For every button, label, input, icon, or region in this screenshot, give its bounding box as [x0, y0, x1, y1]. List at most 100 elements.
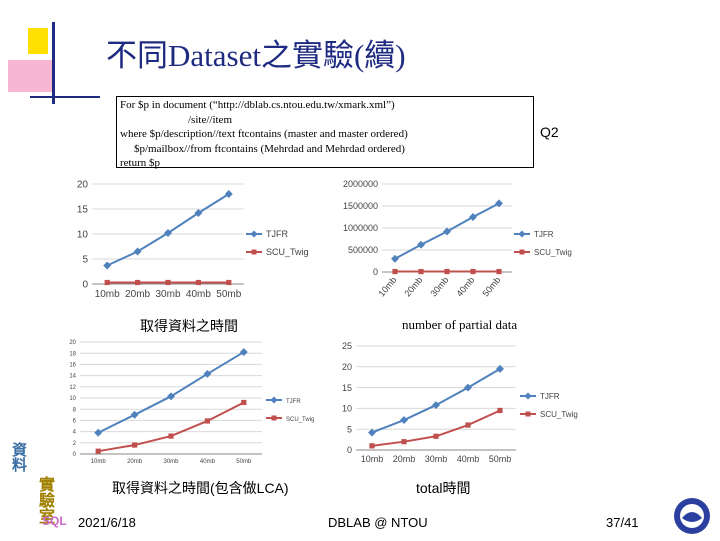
query-line: where $p/description//text ftcontains (m…	[120, 128, 408, 140]
query-line: return $p	[120, 157, 161, 169]
caption-data-time-lca: 取得資料之時間(包含做LCA)	[112, 480, 289, 496]
decor-horizontal-line	[30, 96, 100, 98]
slide-title: 不同Dataset之實驗(續)	[106, 38, 406, 73]
data-point	[443, 227, 451, 236]
legend-label: TJFR	[266, 229, 288, 239]
data-point	[470, 268, 476, 275]
data-point	[469, 213, 477, 221]
y-tick-label: 25	[342, 341, 352, 351]
y-tick-label: 15	[77, 205, 89, 216]
footer-center: DBLAB @ NTOU	[328, 515, 428, 530]
data-point	[165, 279, 171, 286]
data-point	[241, 399, 247, 406]
data-point	[95, 448, 101, 454]
legend-marker	[525, 411, 531, 417]
legend-label: TJFR	[540, 392, 560, 401]
data-point	[103, 261, 112, 270]
caption-total-time: total時間	[416, 480, 471, 496]
y-tick-label: 0	[347, 445, 352, 455]
footer-page-number: 37/41	[606, 515, 639, 530]
data-point	[369, 443, 375, 449]
query-line: $p/mailbox//from ftcontains (Mehrdad and…	[134, 142, 405, 155]
query-box: For $p in document (“http://dblab.cs.nto…	[116, 96, 534, 169]
data-point	[418, 268, 424, 275]
data-point	[401, 439, 407, 445]
data-point	[444, 268, 450, 275]
data-point	[168, 433, 174, 439]
data-point	[130, 410, 139, 419]
x-tick-label: 10mb	[91, 459, 107, 465]
y-tick-label: 500000	[348, 245, 378, 255]
y-tick-label: 0	[82, 280, 88, 291]
caption-data-time: 取得資料之時間	[140, 318, 238, 334]
decor-vertical-line	[52, 22, 55, 104]
x-tick-label: 20mb	[402, 275, 424, 299]
chart-partial-data: 0 500000 1000000 1500000 2000000 10mb 20mb 30mb…	[332, 176, 590, 314]
x-tick-label: 50mb	[489, 454, 512, 464]
chart-data-time-lca-svg: 0 2 4 6 8 10 12 14 16 18 20 10mb 20mb 30mb 40mb 50mb TJF…	[69, 340, 314, 465]
query-line: For $p in document (“http://dblab.cs.nto…	[120, 99, 395, 111]
series-line	[371, 409, 501, 447]
y-tick-label: 10	[69, 396, 76, 402]
y-tick-label: 14	[69, 374, 76, 380]
x-tick-label: 20mb	[127, 459, 143, 465]
data-point	[417, 240, 425, 249]
legend-marker	[251, 249, 257, 255]
data-point	[392, 268, 398, 275]
chart-total-time-svg: 0 5 10 15 20 25 10mb 20mb 30mb 40mb 50mb TJFR SCU_Tw…	[342, 341, 578, 464]
y-tick-label: 10	[342, 404, 352, 414]
data-point	[226, 279, 232, 286]
y-tick-label: 4	[73, 430, 77, 436]
y-tick-label: 2000000	[343, 179, 378, 189]
data-point	[433, 433, 439, 439]
query-line: /site//item	[188, 113, 232, 126]
y-tick-label: 8	[73, 407, 77, 413]
lab-logo-text: 實驗室	[36, 476, 53, 524]
y-tick-label: 16	[69, 363, 76, 369]
y-tick-label: 2	[73, 441, 77, 447]
legend-marker	[270, 396, 278, 404]
x-tick-label: 40mb	[200, 459, 216, 465]
x-tick-label: 40mb	[457, 454, 480, 464]
x-tick-label: 50mb	[480, 275, 502, 299]
x-tick-label: 10mb	[376, 275, 398, 299]
x-tick-label: 30mb	[425, 454, 448, 464]
x-tick-label: 20mb	[125, 289, 150, 300]
data-point	[104, 279, 110, 286]
series-line	[371, 368, 501, 434]
y-tick-label: 20	[342, 362, 352, 372]
data-point	[400, 416, 408, 425]
data-point	[195, 279, 201, 286]
legend-label: SCU_Twig	[534, 248, 572, 257]
y-tick-label: 0	[73, 452, 77, 458]
legend-marker	[271, 415, 277, 421]
data-point	[194, 209, 203, 217]
data-point	[391, 254, 399, 263]
x-tick-label: 10mb	[361, 454, 384, 464]
legend-label: SCU_Twig	[540, 410, 578, 419]
legend-marker	[518, 230, 526, 238]
query-id-label: Q2	[540, 124, 559, 140]
y-tick-label: 12	[69, 385, 76, 391]
y-tick-label: 18	[69, 351, 76, 357]
x-tick-label: 30mb	[428, 275, 450, 299]
data-point	[497, 407, 503, 414]
chart-partial-data-svg: 0 500000 1000000 1500000 2000000 10mb 20mb 30mb…	[343, 179, 572, 299]
data-point	[135, 279, 141, 286]
legend-label: SCU_Twig	[286, 417, 314, 423]
data-point	[465, 422, 471, 428]
y-tick-label: 10	[77, 230, 89, 241]
x-tick-label: 20mb	[393, 454, 416, 464]
legend-label: TJFR	[534, 230, 554, 239]
legend-marker	[250, 230, 258, 238]
lab-logo-text: 資料	[10, 442, 27, 472]
legend-marker	[524, 392, 532, 400]
y-tick-label: 0	[373, 267, 378, 277]
legend-label: TJFR	[286, 399, 301, 405]
data-point	[204, 418, 210, 424]
chart-data-time-svg: 0 5 10 15 20 10mb 20mb 30mb 40mb 50mb TJFR SCU_Twig	[77, 180, 309, 301]
x-tick-label: 40mb	[186, 289, 211, 300]
y-tick-label: 15	[342, 383, 352, 393]
y-tick-label: 20	[69, 340, 76, 346]
chart-data-time-lca: 0 2 4 6 8 10 12 14 16 18 20 10mb 20mb 30mb 40mb 50mb TJF…	[62, 334, 322, 474]
